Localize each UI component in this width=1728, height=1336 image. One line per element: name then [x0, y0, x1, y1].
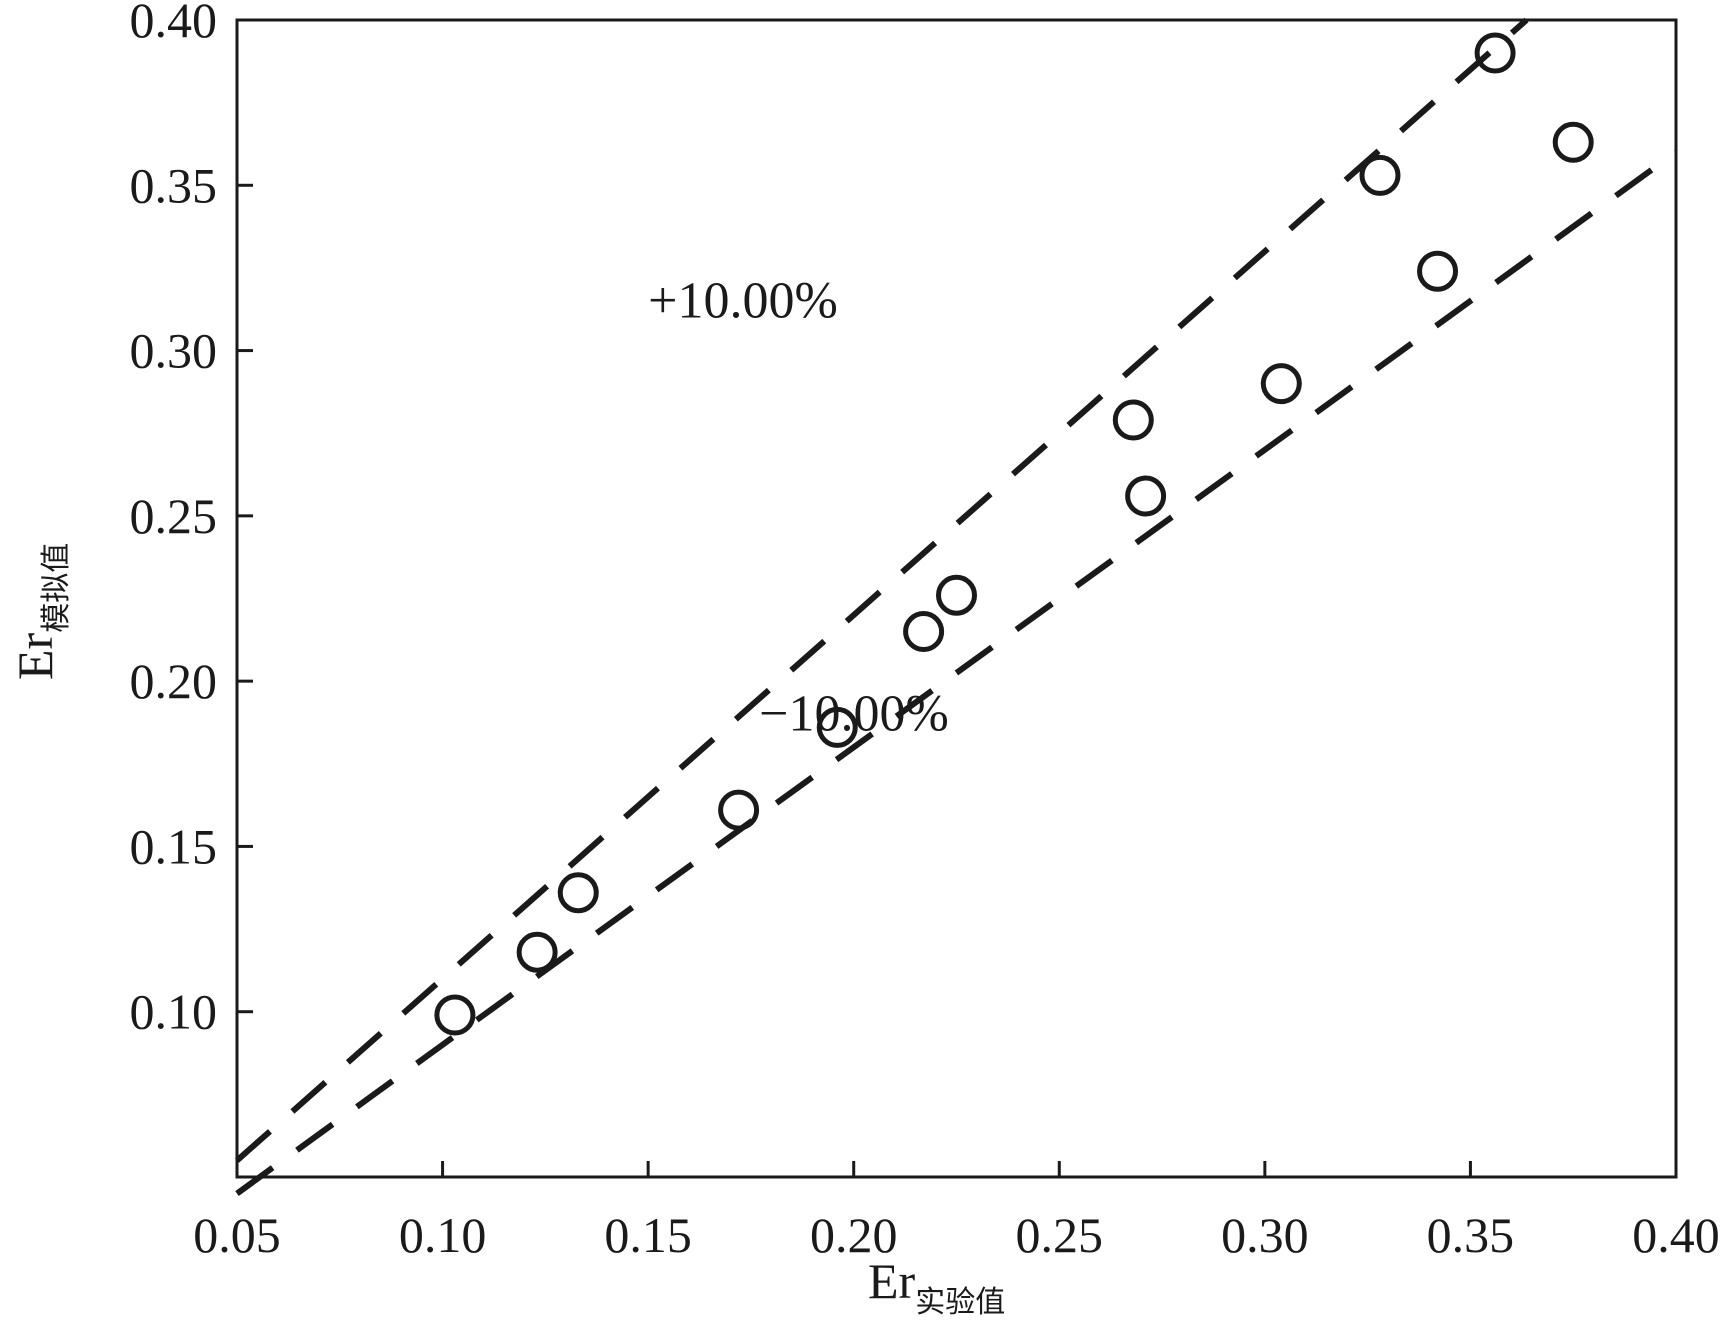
x-tick-label: 0.15	[604, 1207, 692, 1263]
data-point	[1359, 154, 1401, 196]
data-point	[936, 574, 977, 616]
x-tick-label: 0.30	[1221, 1207, 1309, 1263]
axis-ticks	[237, 183, 1472, 1177]
data-point	[516, 931, 558, 973]
y-axis-label-main: Er	[7, 632, 63, 680]
y-tick-label: 0.40	[130, 0, 218, 48]
y-axis-label: Er模拟值	[7, 543, 74, 680]
data-point	[718, 789, 760, 831]
plot-frame	[235, 18, 1678, 1179]
data-point	[1474, 32, 1516, 74]
upper-bound-label: +10.00%	[648, 273, 838, 330]
data-point	[903, 611, 945, 653]
lower-bound-label: −10.00%	[759, 686, 949, 743]
y-tick-label: 0.20	[130, 653, 218, 709]
data-point	[1125, 475, 1167, 517]
data-point	[1260, 363, 1302, 405]
data-point	[816, 706, 858, 748]
x-axis-label-sub: 实验值	[915, 1285, 1005, 1320]
reference-lines	[235, 17, 1678, 1196]
y-tick-label: 0.25	[130, 488, 218, 544]
data-points	[434, 32, 1594, 1036]
y-tick-label: 0.35	[130, 157, 218, 213]
x-tick-label: 0.40	[1632, 1207, 1720, 1263]
x-tick-label: 0.10	[399, 1207, 487, 1263]
x-tick-label: 0.35	[1427, 1207, 1515, 1263]
data-point	[1417, 250, 1459, 292]
x-axis-label-main: Er	[868, 1253, 916, 1309]
x-tick-label: 0.25	[1016, 1207, 1104, 1263]
y-tick-label: 0.10	[130, 984, 218, 1040]
data-point	[434, 994, 476, 1036]
y-tick-label: 0.30	[130, 323, 218, 379]
y-tick-label: 0.15	[130, 818, 218, 874]
x-axis-label: Er实验值	[868, 1253, 1005, 1320]
data-point	[557, 872, 599, 914]
data-point	[1552, 121, 1594, 163]
data-point	[1112, 399, 1154, 441]
tick-labels: 0.05 0.10 0.15 0.20 0.25 0.30 0.35 0.40 0.10 0.15…	[130, 0, 1720, 1263]
lower-bound-line	[235, 149, 1678, 1196]
y-axis-label-sub: 模拟值	[39, 543, 74, 633]
upper-bound-line	[235, 17, 1529, 1163]
x-tick-label: 0.20	[810, 1207, 898, 1263]
x-tick-label: 0.05	[193, 1207, 281, 1263]
